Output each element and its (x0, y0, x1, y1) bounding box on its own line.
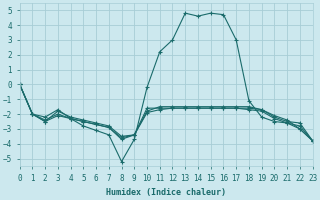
X-axis label: Humidex (Indice chaleur): Humidex (Indice chaleur) (106, 188, 226, 197)
